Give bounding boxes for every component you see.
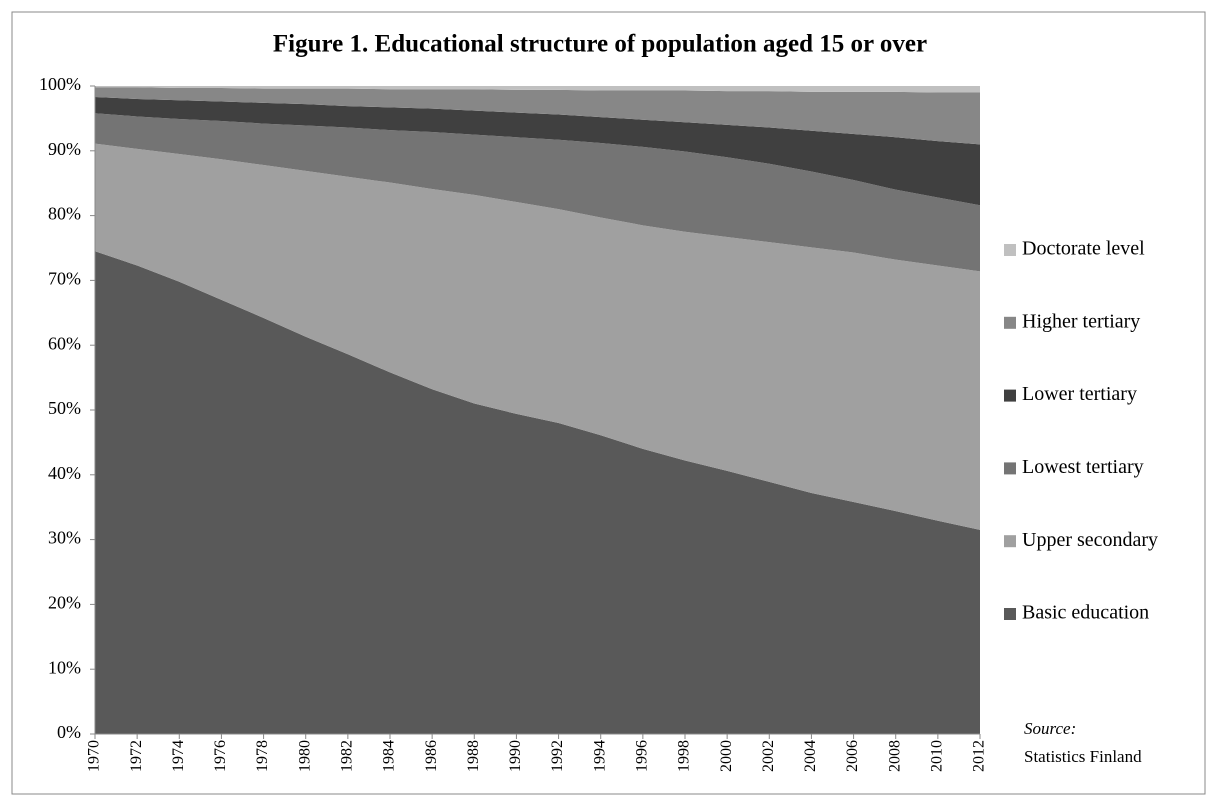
x-tick-label: 1992 [549,740,566,772]
x-tick-label: 1988 [465,740,482,772]
y-tick-label: 50% [48,398,81,418]
legend-label: Upper secondary [1022,529,1158,551]
legend-swatch [1004,535,1016,548]
y-tick-label: 0% [57,722,81,742]
area [95,113,980,272]
legend-swatch [1004,462,1016,475]
area [95,86,980,93]
x-tick-label: 1984 [381,740,398,772]
legend-label: Basic education [1022,602,1149,624]
legend-label: Lowest tertiary [1022,456,1144,478]
x-tick-label: 1980 [296,740,313,772]
x-tick-label: 2004 [802,740,819,772]
area [95,251,980,735]
y-tick-label: 30% [48,528,81,548]
x-tick-label: 2002 [760,740,777,772]
legend-label: Higher tertiary [1022,310,1140,332]
x-tick-label: 2000 [718,740,735,772]
y-tick-label: 70% [48,269,81,289]
x-tick-label: 2008 [886,740,903,772]
y-tick-label: 100% [39,74,81,94]
x-tick-label: 2010 [929,740,946,772]
x-tick-label: 1970 [86,740,103,772]
area [95,87,980,145]
x-tick-label: 1978 [254,740,271,772]
x-tick-label: 1990 [507,740,524,772]
x-tick-label: 2012 [971,740,988,772]
x-tick-label: 2006 [844,740,861,772]
x-tick-label: 1982 [339,740,356,772]
y-tick-label: 20% [48,593,81,613]
legend-label: Lower tertiary [1022,383,1137,405]
x-tick-label: 1994 [591,740,608,772]
legend-swatch [1004,608,1016,620]
x-tick-label: 1986 [423,740,440,772]
source-label: Source: [1024,719,1076,738]
legend-swatch [1004,244,1016,256]
x-tick-label: 1972 [128,740,145,772]
y-tick-label: 10% [48,657,81,677]
x-tick-label: 1998 [676,740,693,772]
area [95,143,980,530]
x-tick-label: 1996 [634,740,651,772]
source: Statistics Finland [1024,747,1142,766]
chart-title: Figure 1. Educational structure of popul… [273,31,927,58]
y-tick-label: 60% [48,333,81,353]
x-tick-label: 1974 [170,740,187,772]
y-tick-label: 90% [48,139,81,159]
y-tick-label: 40% [48,463,81,483]
legend-swatch [1004,316,1016,329]
legend-label: Doctorate level [1022,238,1145,260]
legend-swatch [1004,389,1016,402]
x-tick-label: 1976 [212,740,229,772]
area [95,97,980,206]
y-tick-label: 80% [48,204,81,224]
